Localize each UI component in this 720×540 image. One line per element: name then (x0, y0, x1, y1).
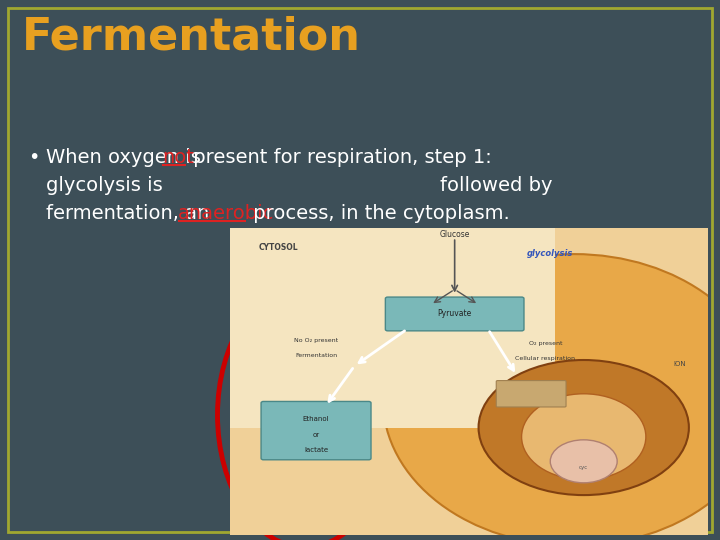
Text: present for respiration, step 1:: present for respiration, step 1: (187, 148, 492, 167)
Text: process, in the cytoplasm.: process, in the cytoplasm. (247, 204, 510, 223)
Ellipse shape (383, 254, 720, 540)
Text: Fermentation: Fermentation (295, 353, 337, 358)
Text: anaerobic: anaerobic (178, 204, 274, 223)
Polygon shape (458, 338, 612, 492)
FancyBboxPatch shape (261, 401, 371, 460)
Text: Pyruvate: Pyruvate (438, 309, 472, 319)
Ellipse shape (550, 440, 617, 483)
Text: fermentation, an: fermentation, an (46, 204, 215, 223)
Polygon shape (458, 338, 612, 492)
Ellipse shape (479, 360, 689, 495)
Text: cyc: cyc (579, 465, 588, 470)
Text: ION: ION (673, 361, 685, 367)
FancyBboxPatch shape (496, 381, 566, 407)
Text: When oxygen is: When oxygen is (46, 148, 207, 167)
FancyBboxPatch shape (385, 297, 524, 331)
Text: or: or (312, 432, 320, 438)
Text: glycolysis is: glycolysis is (46, 176, 163, 195)
Text: •: • (28, 148, 40, 167)
Text: not: not (162, 148, 194, 167)
Text: No O₂ present: No O₂ present (294, 338, 338, 342)
Text: Cellular respiration: Cellular respiration (516, 356, 575, 361)
Text: Glucose: Glucose (439, 230, 470, 239)
Text: Ethanol: Ethanol (302, 416, 329, 422)
Ellipse shape (521, 394, 646, 480)
Text: CYTOSOL: CYTOSOL (258, 244, 298, 252)
Text: glycolysis: glycolysis (526, 249, 572, 259)
Text: lactate: lactate (304, 447, 328, 453)
Text: O₂ present: O₂ present (528, 341, 562, 346)
Bar (230, 228, 555, 428)
Text: Fermentation: Fermentation (22, 15, 361, 58)
Text: followed by: followed by (440, 176, 552, 195)
